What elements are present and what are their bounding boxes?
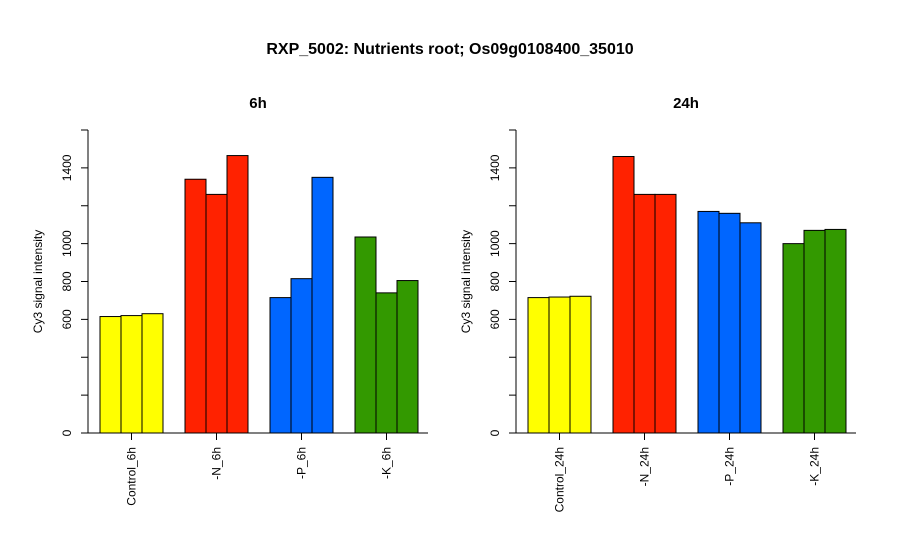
bar [354,236,377,434]
bar [311,176,334,434]
bar [739,222,762,434]
bar [548,296,571,434]
bar [612,156,635,434]
bar [654,193,677,434]
x-category-label: -P_24h [723,447,737,486]
y-axis-label: Cy3 signal intensity [31,230,45,333]
x-category-label: -N_6h [210,447,224,480]
bar [99,316,122,434]
x-category-label: -K_6h [380,447,394,479]
y-tick-label: 600 [60,309,74,329]
bar [718,212,741,434]
bar [569,295,592,434]
bar [396,280,419,434]
panel-title: 6h [249,95,267,112]
bar [226,155,249,434]
bar [205,193,228,434]
y-axis-label: Cy3 signal intensity [459,230,473,333]
x-category-label: Control_6h [125,447,139,506]
bar [184,178,207,434]
y-tick-label: 1400 [60,154,74,181]
bar [824,228,847,434]
panel-6h: 6h 0 600 800 1000 1400 Cy3 signal intensity Con… [31,95,428,506]
bar [375,292,398,434]
y-tick-label: 1400 [488,154,502,181]
bar [290,278,313,434]
x-category-label: Control_24h [553,447,567,512]
y-tick-label: 800 [488,271,502,291]
panel-24h: 24h 0 600 800 1000 1400 Cy3 signal intensity Co… [459,95,856,512]
bar [120,315,143,434]
bar [141,313,164,434]
y-tick-label: 600 [488,309,502,329]
bar [782,243,805,434]
x-category-label: -K_24h [808,447,822,486]
chart-main-title: RXP_5002: Nutrients root; Os09g0108400_3… [266,41,633,58]
bar [633,193,656,434]
bar [269,297,292,434]
panel-title: 24h [673,95,699,112]
bar [527,297,550,434]
y-tick-label: 800 [60,271,74,291]
y-tick-label: 1000 [488,230,502,257]
bar [697,210,720,434]
y-tick-label: 0 [60,429,74,436]
x-category-label: -P_6h [295,447,309,479]
y-tick-label: 1000 [60,230,74,257]
x-category-label: -N_24h [638,447,652,486]
bar [803,229,826,434]
y-tick-label: 0 [488,429,502,436]
